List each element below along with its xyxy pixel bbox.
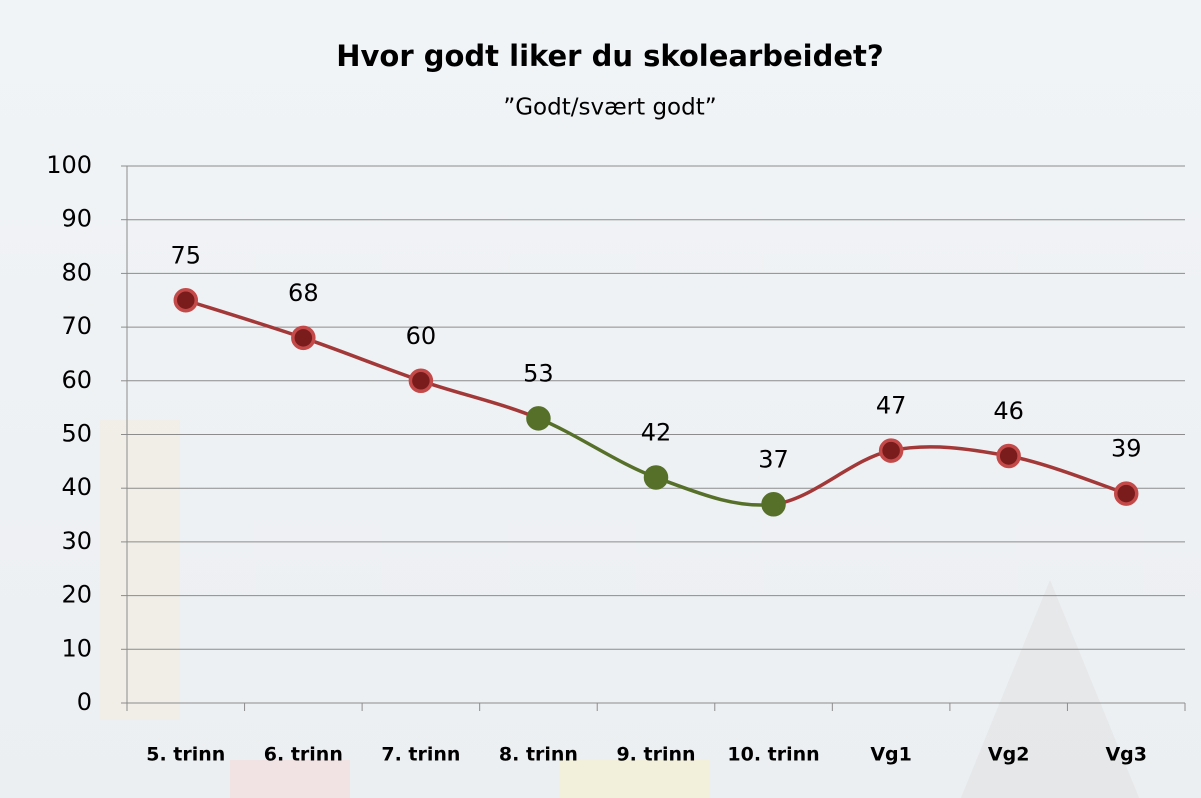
marker	[528, 408, 549, 429]
x-tick-label: Vg3	[1105, 744, 1147, 766]
marker	[293, 327, 314, 348]
background-shape	[560, 760, 710, 798]
x-tick-label: Vg1	[870, 744, 912, 766]
y-tick-label: 60	[61, 366, 92, 394]
marker	[646, 467, 667, 488]
y-tick-label: 100	[46, 151, 92, 179]
y-tick-label: 40	[61, 473, 92, 501]
data-label: 37	[758, 445, 789, 473]
y-tick-label: 90	[61, 205, 92, 233]
marker	[998, 445, 1019, 466]
y-tick-label: 70	[61, 312, 92, 340]
marker	[410, 370, 431, 391]
data-label: 42	[641, 418, 672, 446]
data-label: 53	[523, 359, 554, 387]
marker	[881, 440, 902, 461]
chart-title: Hvor godt liker du skolearbeidet?	[336, 39, 884, 73]
data-label: 68	[288, 279, 319, 307]
marker	[1116, 483, 1137, 504]
y-tick-label: 0	[77, 688, 92, 716]
x-tick-label: Vg2	[988, 744, 1030, 766]
x-tick-label: 8. trinn	[499, 744, 578, 766]
y-tick-label: 50	[61, 420, 92, 448]
y-tick-label: 30	[61, 527, 92, 555]
chart: Hvor godt liker du skolearbeidet? ”Godt/…	[0, 0, 1201, 798]
data-label: 60	[406, 322, 437, 350]
background-shape	[230, 760, 350, 798]
chart-subtitle: ”Godt/svært godt”	[503, 95, 716, 121]
x-tick-label: 10. trinn	[727, 744, 819, 766]
data-label: 46	[993, 397, 1024, 425]
y-tick-label: 20	[61, 581, 92, 609]
y-tick-label: 80	[61, 258, 92, 286]
x-tick-label: 7. trinn	[381, 744, 460, 766]
x-tick-label: 6. trinn	[264, 744, 343, 766]
data-label: 39	[1111, 435, 1142, 463]
marker	[175, 290, 196, 311]
marker	[763, 494, 784, 515]
data-label: 47	[876, 392, 907, 420]
y-tick-label: 10	[61, 634, 92, 662]
x-tick-label: 9. trinn	[616, 744, 695, 766]
data-label: 75	[171, 241, 202, 269]
background-shape	[100, 420, 180, 720]
x-tick-label: 5. trinn	[146, 744, 225, 766]
